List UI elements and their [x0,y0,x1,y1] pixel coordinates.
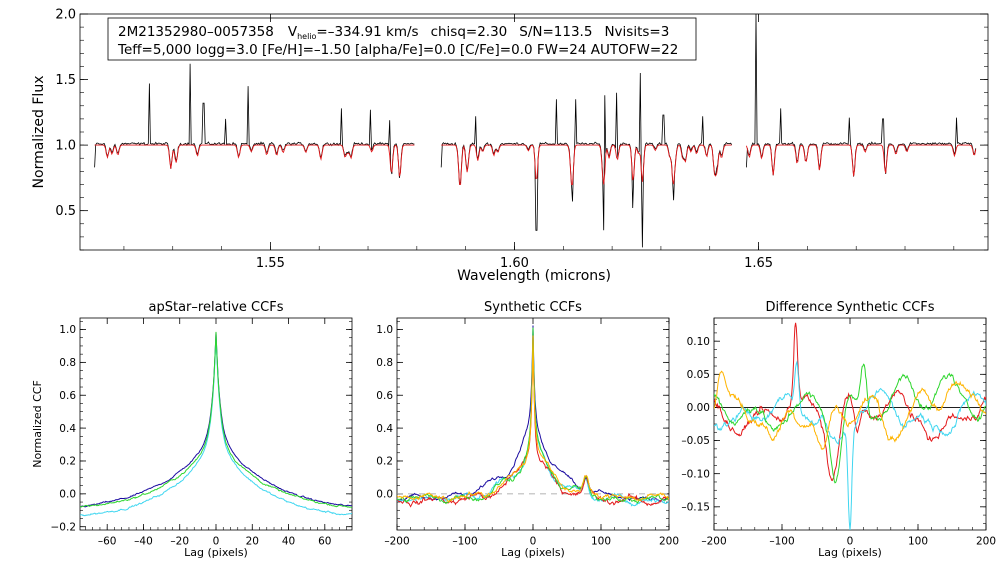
header-line2: Teff=5,000 logg=3.0 [Fe/H]=–1.50 [alpha/… [117,42,678,58]
panel-title: apStar–relative CCFs [149,300,284,315]
y-tick-label: –0.10 [681,468,710,480]
diff-orange-line [714,370,986,450]
y-tick-label: 0.8 [59,357,76,369]
x-tick-label: –60 [98,536,117,548]
synthetic_ccf-panel: –200 –100 0 100 200 0.0 0.2 0.4 0.6 0.8 1.0 Synthet… [376,300,679,559]
vhelio-subscript: helio [297,32,316,41]
x-tick-label: –20 [170,536,189,548]
model-spectrum-line [745,144,977,177]
y-tick-label: 1.0 [376,324,393,336]
visit-blue-line [80,332,352,508]
y-tick-label: 0.4 [59,423,76,435]
x-tick-label: –40 [134,536,153,548]
x-tick-label: 1.65 [744,256,773,271]
y-tick-label: 0.00 [687,402,710,414]
observed-spectrum-line [94,63,415,178]
vhelio-label: V [288,24,298,40]
visit-orange-line [397,335,669,503]
x-tick-label: 0 [530,536,537,548]
y-tick-label: 0.05 [687,369,710,381]
x-axis-label: Lag (pixels) [184,546,248,559]
y-tick-label: –0.15 [681,501,710,513]
x-tick-label: 0 [213,536,220,548]
header-box: 2M21352980–0057358 Vhelio=–334.91 km/s chi… [107,17,697,61]
vhelio-value: =–334.91 km/s [316,24,418,40]
y-tick-label: 0.6 [59,390,76,402]
chisq-value: chisq=2.30 [431,24,508,40]
y-tick-label: 0.0 [376,489,393,501]
y-tick-label: 0.4 [376,423,393,435]
x-tick-label: –200 [384,536,409,548]
x-tick-label: 60 [318,536,331,548]
header-line1: 2M21352980–0057358 Vhelio=–334.91 km/s chi… [118,24,669,41]
spectrum-panel: 1.55 1.60 1.65 0.5 1.0 1.5 2.0 Wavelength (micr… [31,8,989,284]
series-group [397,325,669,508]
diff-red-line [714,322,986,482]
x-axis-label: Lag (pixels) [818,546,882,559]
apstar_ccf-panel: –60 –40 –20 0 20 40 60 −0.2 0.0 0.2 0.4 0.6 0.8 1.0 ap… [31,300,353,559]
series-group [714,322,986,530]
panel-title: Difference Synthetic CCFs [765,300,934,315]
y-axis-label: Normalized CCF [31,380,44,468]
y-tick-label: 0.2 [376,456,393,468]
y-tick-label: 1.0 [59,324,76,336]
x-tick-label: –100 [452,536,477,548]
y-tick-label: −0.2 [51,521,77,533]
observed-spectrum-line [746,13,977,177]
y-tick-label: 1.5 [55,73,76,88]
diff-green-line [714,363,986,484]
x-tick-label: 1.60 [500,256,529,271]
diff-cyan-line [714,359,986,530]
y-tick-label: 0.0 [59,489,76,501]
visit-cyan-line [80,336,352,517]
observed-spectrum-line [440,72,733,248]
x-axis-label: Wavelength (microns) [457,268,611,284]
y-tick-label: 0.2 [59,456,76,468]
y-tick-label: 0.5 [55,204,76,219]
y-tick-label: 0.8 [376,357,393,369]
visit-green-line [80,331,352,508]
y-tick-label: –0.05 [681,435,710,447]
y-tick-label: 2.0 [55,8,76,23]
x-tick-label: 100 [591,536,611,548]
x-tick-label: –200 [701,536,726,548]
x-tick-label: 20 [246,536,259,548]
difference_ccf-panel: –200 –100 0 100 200 –0.15 –0.10 –0.05 0.00 0.05 0.… [681,300,996,559]
y-tick-label: 0.6 [376,390,393,402]
y-axis-label: Normalized Flux [31,76,47,189]
series-group [80,331,352,517]
model-spectrum-line [441,144,732,185]
x-tick-label: –100 [769,536,794,548]
y-tick-label: 1.0 [55,139,76,154]
panel-title: Synthetic CCFs [484,300,582,315]
x-tick-label: 200 [659,536,679,548]
visit-green-line [397,327,669,505]
y-tick-label: 0.10 [687,336,710,348]
x-tick-label: 0 [847,536,854,548]
x-tick-label: 1.55 [256,256,285,271]
x-tick-label: 200 [976,536,996,548]
x-tick-label: 100 [908,536,928,548]
x-tick-label: 40 [282,536,295,548]
star-id: 2M21352980–0057358 [118,24,274,40]
nvisits-value: Nvisits=3 [604,24,669,40]
sn-value: S/N=113.5 [519,24,592,40]
model-spectrum-line [94,144,415,177]
x-axis-label: Lag (pixels) [501,546,565,559]
